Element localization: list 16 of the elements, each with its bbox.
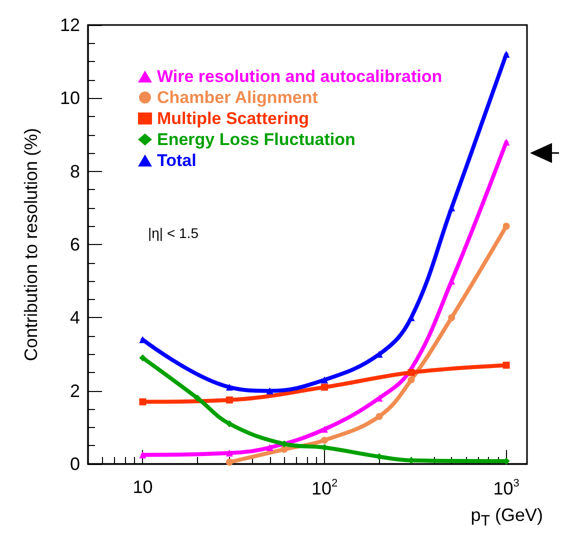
annotation: |η| < 1.5 [148,225,199,241]
legend-label: Energy Loss Fluctuation [157,130,356,149]
legend-label: Multiple Scattering [157,109,310,128]
x-tick-label: 10 [132,477,153,497]
legend-label: Wire resolution and autocalibration [157,67,442,86]
y-tick-label: 12 [60,15,80,35]
y-tick-label: 6 [70,234,80,254]
x-axis-title: p$_{T}$ (GeV) [470,505,543,530]
y-tick-label: 4 [70,308,80,328]
y-axis-title: Contribution to resolution (%) [21,128,41,362]
y-tick-label: 2 [70,380,80,401]
legend-label: Total [157,151,196,170]
y-tick-label: 0 [70,454,80,474]
legend-label: Chamber Alignment [157,88,318,107]
y-tick-label: 8 [70,161,80,182]
y-tick-label: 10 [60,88,80,108]
